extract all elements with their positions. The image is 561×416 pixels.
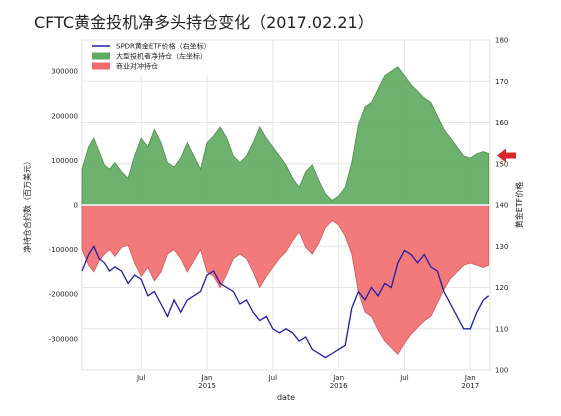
x-tick-label: 2017	[461, 382, 479, 390]
right-tick-label: 150	[495, 160, 508, 168]
left-tick-label: 300000	[51, 68, 78, 76]
x-tick-label: Jan	[332, 374, 344, 382]
left-tick-label: -300000	[49, 335, 78, 343]
large-speculator-area	[81, 66, 490, 206]
left-tick-label: 100000	[51, 157, 78, 165]
right-tick-label: 110	[495, 325, 508, 333]
right-tick-label: 180	[495, 37, 508, 45]
left-tick-label: -100000	[49, 246, 78, 254]
left-tick-label: -200000	[49, 291, 78, 299]
commercial-hedge-area	[81, 204, 490, 356]
right-tick-label: 140	[495, 202, 508, 210]
arrow-left-icon	[497, 148, 516, 163]
legend-large-spec-label: 大型投机者净持仓（左坐标）	[116, 52, 207, 61]
etf-price-line	[81, 244, 490, 359]
x-tick-label: 2015	[198, 382, 216, 390]
right-tick-label: 160	[495, 119, 508, 127]
x-tick-label: Jan	[201, 374, 213, 382]
right-tick-label: 130	[495, 243, 508, 251]
right-tick-label: 170	[495, 78, 508, 86]
legend-commercial-swatch	[92, 62, 110, 70]
legend: SPDR黄金ETF价格（右坐标）大型投机者净持仓（左坐标）商业对冲持仓	[88, 41, 238, 75]
legend-large-spec-swatch	[92, 52, 110, 60]
x-tick-label: Jan	[464, 374, 476, 382]
area-series	[81, 66, 490, 356]
left-tick-label: 200000	[51, 112, 78, 120]
x-tick-label: Jul	[399, 374, 409, 382]
left-tick-label: 0	[74, 202, 78, 210]
right-tick-label: 100	[495, 367, 508, 375]
right-axis-label: 黄金ETF价格	[514, 182, 524, 229]
x-axis-label: date	[277, 393, 295, 402]
left-axis-label: 净持仓合约数（百万美元）	[22, 157, 32, 253]
legend-etf-label: SPDR黄金ETF价格（右坐标）	[116, 42, 211, 51]
legend-box	[88, 41, 238, 75]
x-tick-label: 2016	[330, 382, 348, 390]
x-tick-label: Jul	[136, 374, 146, 382]
legend-commercial-label: 商业对冲持仓	[116, 62, 158, 71]
chart-title: CFTC黄金投机净多头持仓变化（2017.02.21）	[34, 13, 374, 32]
right-tick-label: 120	[495, 284, 508, 292]
x-tick-label: Jul	[268, 374, 278, 382]
axes: -300000 -200000 -100000 0 100000 200000 300000…	[49, 37, 509, 391]
line-series	[81, 244, 490, 359]
